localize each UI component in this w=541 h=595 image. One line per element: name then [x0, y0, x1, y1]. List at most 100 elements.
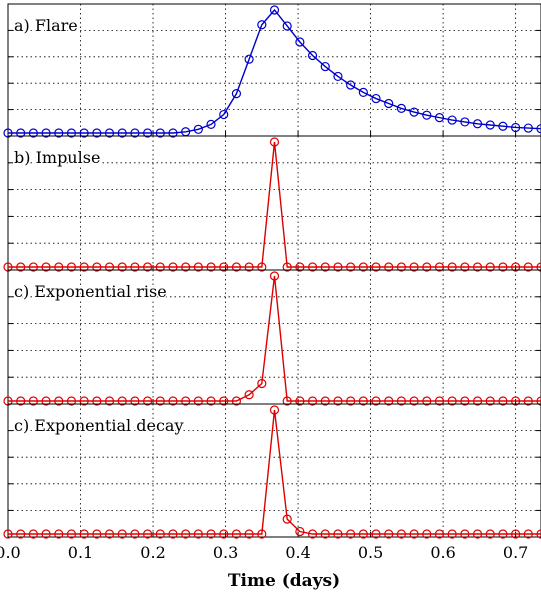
data-point [498, 529, 508, 539]
data-point [54, 262, 64, 272]
data-point [320, 61, 330, 72]
data-point [511, 122, 521, 133]
data-point [460, 529, 470, 539]
data-point [79, 128, 89, 138]
data-point [66, 128, 77, 138]
data-point [155, 396, 165, 406]
data-point [460, 262, 470, 272]
data-point [409, 396, 419, 406]
data-point [396, 103, 407, 114]
data-point [41, 128, 51, 138]
data-point [485, 529, 495, 539]
data-point [92, 529, 102, 539]
data-point [320, 262, 330, 272]
data-point [320, 396, 330, 406]
data-point [142, 396, 153, 406]
data-point [434, 529, 445, 539]
data-point [269, 271, 280, 281]
data-point [498, 121, 508, 131]
panel-1: a) Flare [3, 3, 541, 138]
x-tick-label: 0.5 [358, 543, 383, 562]
data-point [447, 262, 457, 272]
data-point [333, 71, 343, 82]
data-point [536, 124, 541, 134]
data-point [536, 396, 541, 406]
data-point [219, 396, 229, 406]
data-point [155, 529, 165, 539]
data-point [409, 107, 419, 117]
x-tick-label: 0.4 [285, 543, 310, 562]
data-point [117, 529, 127, 539]
data-point [409, 262, 419, 272]
x-tick-label: 0.0 [0, 543, 21, 562]
panel-label: a) Flare [14, 16, 78, 35]
data-point [536, 262, 541, 272]
data-point [460, 396, 470, 406]
data-point [168, 128, 178, 138]
data-point [295, 262, 305, 272]
data-point [371, 93, 381, 104]
data-point [130, 529, 140, 539]
data-point [472, 262, 483, 272]
data-point [79, 262, 89, 272]
data-point [193, 529, 203, 539]
data-point [485, 396, 495, 406]
data-point [66, 262, 77, 272]
data-point [384, 529, 394, 539]
data-point [447, 529, 457, 539]
panels-layer: a) Flare b) Impulse c) Exponential rise c) … [3, 3, 541, 539]
data-point [92, 262, 102, 272]
data-point [269, 405, 280, 415]
data-point [307, 529, 318, 539]
data-point [79, 529, 89, 539]
data-point [333, 529, 343, 539]
data-point [282, 396, 292, 406]
series-line [8, 141, 541, 268]
data-point [295, 526, 305, 537]
data-point [257, 378, 267, 389]
data-point [422, 529, 432, 539]
data-point [16, 262, 26, 272]
data-point [396, 262, 407, 272]
data-point [447, 115, 457, 125]
data-point [41, 396, 51, 406]
data-point [472, 396, 483, 406]
data-point [523, 262, 533, 272]
data-point [16, 529, 26, 539]
data-point [257, 529, 267, 539]
data-point [422, 110, 432, 120]
data-point [54, 529, 64, 539]
data-point [371, 396, 381, 406]
x-axis-label: Time (days) [228, 571, 340, 591]
data-point [422, 396, 432, 406]
x-tick-label: 0.1 [68, 543, 93, 562]
data-point [181, 262, 191, 272]
data-point [282, 262, 292, 272]
data-point [130, 262, 140, 272]
data-point [346, 529, 356, 539]
data-point [371, 262, 381, 272]
data-point [66, 396, 77, 406]
data-point [28, 128, 38, 138]
data-point [523, 529, 533, 539]
data-point [307, 396, 318, 406]
data-point [295, 396, 305, 406]
data-point [193, 124, 203, 134]
data-point [104, 262, 115, 272]
data-point [472, 119, 483, 129]
data-point [181, 529, 191, 539]
data-point [523, 396, 533, 406]
data-point [92, 396, 102, 406]
series-line [8, 8, 541, 134]
data-point [358, 87, 368, 98]
data-point [104, 529, 115, 539]
data-point [371, 529, 381, 539]
data-point [523, 123, 533, 133]
data-point [142, 262, 153, 272]
data-point [536, 529, 541, 539]
data-point [244, 54, 254, 64]
x-tick-label: 0.3 [213, 543, 238, 562]
data-point [54, 128, 64, 138]
data-point [193, 262, 203, 272]
